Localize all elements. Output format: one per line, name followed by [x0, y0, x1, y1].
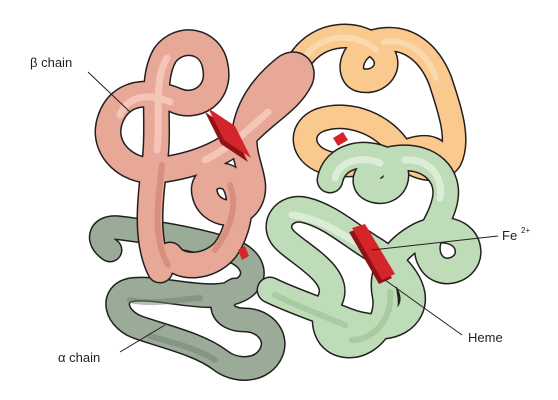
- alpha-chain-label: α chain: [58, 350, 100, 365]
- heme-group-orange: [333, 132, 348, 146]
- green-alpha-subunit: [256, 141, 482, 359]
- iron-leader: [371, 235, 499, 251]
- alpha-chain-leader: [119, 324, 166, 353]
- beta-chain-label: β chain: [30, 55, 72, 70]
- iron-label: Fe: [502, 228, 517, 243]
- beta-chain-leader: [87, 71, 131, 113]
- heme-label: Heme: [468, 330, 503, 345]
- heme-group-beta: [205, 108, 251, 162]
- heme-group-green: [349, 224, 395, 284]
- heme-group-alpha: [238, 246, 249, 260]
- iron-charge-label: 2+: [521, 226, 530, 235]
- heme-leader: [384, 279, 463, 336]
- alpha-chain-subunit: [88, 215, 286, 381]
